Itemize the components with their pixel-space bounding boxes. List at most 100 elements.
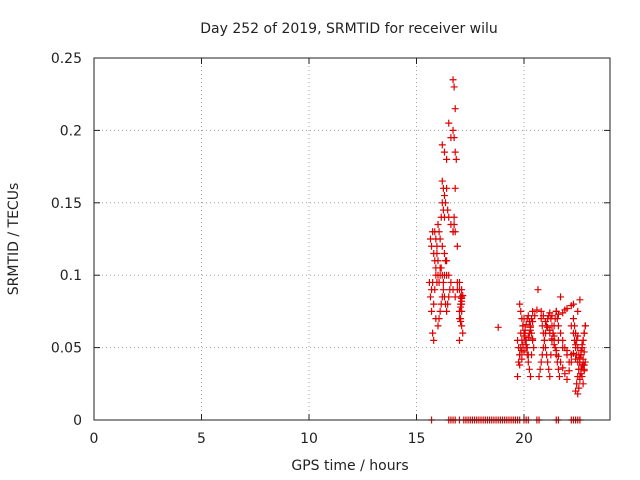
data-point <box>443 307 451 315</box>
data-point <box>554 322 562 330</box>
data-point <box>450 221 458 229</box>
data-point <box>442 199 450 207</box>
data-point <box>563 375 571 383</box>
y-tick-label: 0.25 <box>51 51 82 67</box>
data-point <box>524 312 532 320</box>
data-point <box>451 184 459 192</box>
data-point <box>447 278 455 286</box>
data-point <box>574 307 582 315</box>
data-point <box>550 341 558 349</box>
data-point <box>569 315 577 323</box>
data-point <box>440 192 448 200</box>
chart-title: Day 252 of 2019, SRMTID for receiver wil… <box>200 21 498 37</box>
data-point <box>581 322 589 330</box>
data-point <box>578 341 586 349</box>
data-point <box>443 184 451 192</box>
data-point <box>545 365 553 373</box>
y-tick-label: 0.05 <box>51 341 82 357</box>
data-point <box>450 213 458 221</box>
data-point <box>542 318 549 326</box>
data-point <box>453 242 461 250</box>
data-point <box>449 76 457 84</box>
data-point <box>439 278 447 286</box>
data-point <box>526 373 534 381</box>
data-point <box>438 177 446 185</box>
data-point <box>439 286 447 294</box>
data-point <box>518 315 526 323</box>
data-point <box>553 315 561 323</box>
data-point <box>567 302 575 310</box>
data-point <box>538 322 546 330</box>
data-point <box>434 322 442 330</box>
data-point <box>554 365 562 373</box>
data-point <box>457 318 465 326</box>
data-point <box>542 344 549 352</box>
data-point <box>529 318 537 326</box>
data-point <box>539 312 547 320</box>
plot-frame <box>93 57 611 421</box>
data-point <box>535 373 543 381</box>
data-point <box>534 286 542 294</box>
data-point <box>572 329 580 337</box>
data-point <box>524 358 532 366</box>
data-point <box>514 373 522 381</box>
data-point <box>458 294 466 302</box>
data-point <box>579 380 587 388</box>
data-point <box>453 278 461 286</box>
data-point <box>529 336 537 344</box>
data-point <box>444 300 452 308</box>
data-point <box>574 390 582 398</box>
data-point <box>428 307 436 315</box>
data-point <box>447 134 455 142</box>
data-point <box>580 329 588 337</box>
data-point <box>446 286 454 294</box>
data-point <box>550 332 558 340</box>
data-point <box>573 336 581 344</box>
data-point <box>430 336 438 344</box>
data-point <box>449 228 457 236</box>
data-point <box>554 336 562 344</box>
data-point <box>458 322 466 330</box>
data-point <box>525 365 533 373</box>
y-tick-label: 0.1 <box>60 268 82 284</box>
data-point <box>449 126 457 134</box>
data-point <box>579 336 587 344</box>
data-point <box>522 341 530 349</box>
data-point <box>565 367 573 375</box>
data-point <box>559 344 567 352</box>
data-point <box>433 249 441 257</box>
data-point <box>494 323 502 331</box>
y-tick-label: 0.2 <box>60 123 82 139</box>
data-point <box>518 355 526 363</box>
data-point <box>579 361 587 369</box>
axis-ticks: 0 5 10 15 20 0 0.05 0.1 0.15 0.2 0.25 <box>51 51 610 447</box>
data-point <box>519 322 527 330</box>
data-point <box>451 148 459 156</box>
data-point <box>554 310 562 318</box>
data-point <box>575 365 583 373</box>
data-point <box>546 373 554 381</box>
data-point <box>520 348 528 356</box>
data-point <box>445 271 453 279</box>
data-point <box>528 351 536 359</box>
data-point <box>444 206 452 214</box>
data-point <box>548 312 556 320</box>
data-point <box>450 83 458 91</box>
data-point <box>443 155 451 163</box>
data-point <box>459 329 467 337</box>
data-point <box>555 373 563 381</box>
data-point <box>435 228 443 236</box>
data-point <box>524 333 532 341</box>
data-point <box>517 307 525 315</box>
data-point <box>544 358 552 366</box>
data-point <box>431 286 439 294</box>
x-tick-label: 5 <box>197 431 206 447</box>
x-tick-label: 10 <box>300 431 318 447</box>
data-point <box>438 141 446 149</box>
y-tick-label: 0 <box>73 413 82 429</box>
data-point <box>436 264 444 272</box>
data-point <box>434 221 442 229</box>
data-point <box>561 370 569 378</box>
data-point <box>557 358 565 366</box>
data-point <box>576 296 584 304</box>
